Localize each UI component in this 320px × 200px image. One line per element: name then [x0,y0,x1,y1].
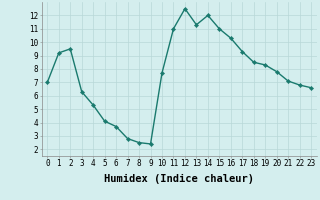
X-axis label: Humidex (Indice chaleur): Humidex (Indice chaleur) [104,174,254,184]
